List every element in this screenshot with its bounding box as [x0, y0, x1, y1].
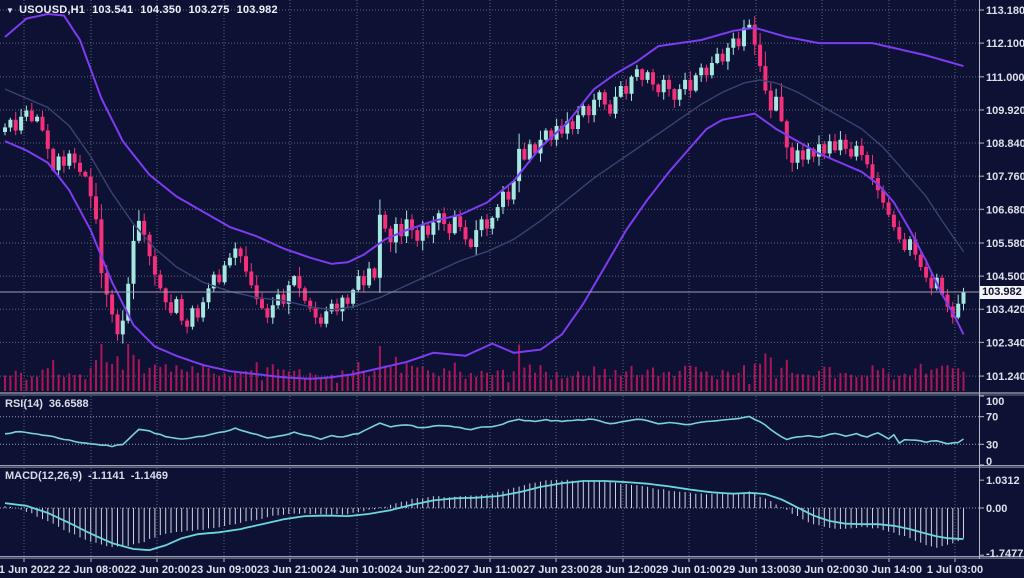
time-axis-label: 27 Jun 23:00 — [523, 564, 589, 576]
time-axis-label: 27 Jun 11:00 — [457, 564, 522, 576]
rsi-axis-label: 100 — [986, 396, 1004, 408]
macd-axis-label: -1.7477 — [986, 548, 1023, 560]
rsi-line — [4, 415, 964, 448]
time-axis-label: 23 Jun 09:00 — [191, 564, 257, 576]
current-price-badge: 103.982 — [980, 286, 1024, 299]
bull-candle-bodies — [3, 24, 966, 335]
price-axis-label: 108.840 — [986, 138, 1024, 150]
ohlc-open-value: 103.541 — [92, 4, 134, 16]
time-axis-label: 30 Jun 14:00 — [856, 564, 922, 576]
time-axis-label: 22 Jun 20:00 — [124, 564, 190, 576]
price-axis-label: 105.580 — [986, 238, 1024, 250]
time-axis-label: 29 Jun 01:00 — [656, 564, 722, 576]
time-axis-label: 28 Jun 12:00 — [590, 564, 656, 576]
time-axis-label: 24 Jun 22:00 — [390, 564, 456, 576]
bollinger-lower-band — [4, 112, 965, 380]
time-axis-label: 24 Jun 10:00 — [324, 564, 390, 576]
current-price-value: 103.982 — [982, 286, 1022, 298]
ohlc-close-value: 103.982 — [236, 4, 278, 16]
macd-histogram — [4, 479, 964, 548]
ohlc-high-value: 104.350 — [140, 4, 182, 16]
price-axis-label: 102.340 — [986, 337, 1024, 349]
macd-value: -1.1141 — [88, 470, 125, 482]
time-axis-label: 1 Jul 03:00 — [927, 564, 983, 576]
price-axis-label: 107.760 — [986, 171, 1024, 183]
price-axis-label: 101.240 — [986, 371, 1024, 383]
price-axis-label: 106.680 — [986, 204, 1024, 216]
macd-axis-label: 0.00 — [986, 503, 1007, 515]
rsi-indicator-label: RSI(14) 36.6588 — [5, 398, 89, 410]
time-axis-label: 21 Jun 2022 — [0, 564, 55, 576]
rsi-axis-label: 30 — [986, 439, 998, 451]
chart-header: ▼ USOUSD,H1 103.541 104.350 103.275 103.982 — [6, 4, 278, 16]
price-axis-label: 111.000 — [986, 72, 1024, 84]
time-axis-label: 30 Jun 02:00 — [789, 564, 855, 576]
bull-candle-wicks — [4, 19, 964, 344]
symbol-period-label: USOUSD,H1 — [19, 4, 86, 16]
macd-signal-value: -1.1469 — [130, 470, 169, 482]
ohlc-low-value: 103.275 — [188, 4, 230, 16]
time-axis-label: 22 Jun 08:00 — [58, 564, 124, 576]
time-axis-label: 29 Jun 13:00 — [723, 564, 789, 576]
price-axis-label: 113.180 — [986, 5, 1024, 17]
time-axis-label: 23 Jun 21:00 — [257, 564, 323, 576]
bollinger-upper-band — [4, 12, 964, 265]
rsi-name: RSI(14) — [5, 398, 43, 410]
price-axis-label: 109.920 — [986, 105, 1024, 117]
macd-signal-line — [4, 480, 964, 552]
price-axis-label: 103.420 — [986, 304, 1024, 316]
macd-name: MACD(12,26,9) — [5, 470, 83, 482]
bollinger-middle-band — [4, 79, 965, 311]
macd-indicator-label: MACD(12,26,9) -1.1141 -1.1469 — [5, 470, 168, 482]
rsi-axis-label: 70 — [986, 412, 998, 424]
macd-axis-label: 1.0312 — [986, 475, 1020, 487]
symbol-dropdown-icon[interactable]: ▼ — [6, 6, 15, 15]
price-axis-label: 104.500 — [986, 271, 1024, 283]
rsi-axis-label: 0 — [986, 456, 992, 468]
price-axis-label: 112.100 — [986, 38, 1024, 50]
volume-bars — [4, 344, 965, 391]
rsi-value: 36.6588 — [48, 398, 89, 410]
